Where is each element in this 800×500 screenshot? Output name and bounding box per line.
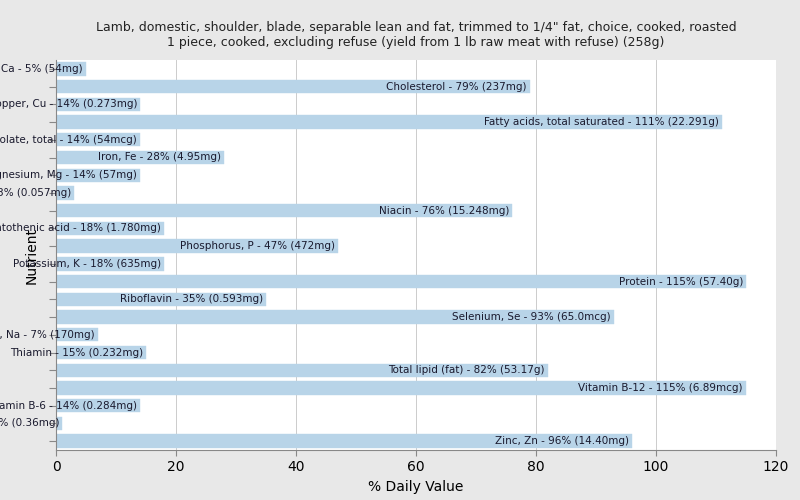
Bar bbox=[56, 168, 140, 182]
Bar bbox=[56, 328, 98, 342]
Text: Total lipid (fat) - 82% (53.17g): Total lipid (fat) - 82% (53.17g) bbox=[389, 365, 545, 375]
Bar bbox=[56, 116, 722, 128]
Bar bbox=[56, 222, 164, 235]
Bar bbox=[56, 151, 224, 164]
Text: Riboflavin - 35% (0.593mg): Riboflavin - 35% (0.593mg) bbox=[120, 294, 263, 304]
Text: Thiamin - 15% (0.232mg): Thiamin - 15% (0.232mg) bbox=[10, 348, 143, 358]
Text: Pantothenic acid - 18% (1.780mg): Pantothenic acid - 18% (1.780mg) bbox=[0, 224, 161, 234]
Bar bbox=[56, 257, 164, 270]
X-axis label: % Daily Value: % Daily Value bbox=[368, 480, 464, 494]
Bar bbox=[56, 346, 146, 359]
Bar bbox=[56, 310, 614, 324]
Bar bbox=[56, 382, 746, 394]
Text: Calcium, Ca - 5% (54mg): Calcium, Ca - 5% (54mg) bbox=[0, 64, 83, 74]
Text: Copper, Cu - 14% (0.273mg): Copper, Cu - 14% (0.273mg) bbox=[0, 100, 137, 110]
Text: Manganese, Mn - 3% (0.057mg): Manganese, Mn - 3% (0.057mg) bbox=[0, 188, 71, 198]
Text: Selenium, Se - 93% (65.0mcg): Selenium, Se - 93% (65.0mcg) bbox=[452, 312, 611, 322]
Bar bbox=[56, 292, 266, 306]
Y-axis label: Nutrient: Nutrient bbox=[25, 226, 38, 283]
Text: Potassium, K - 18% (635mg): Potassium, K - 18% (635mg) bbox=[13, 259, 161, 269]
Bar bbox=[56, 417, 62, 430]
Text: Vitamin B-6 - 14% (0.284mg): Vitamin B-6 - 14% (0.284mg) bbox=[0, 400, 137, 410]
Bar bbox=[56, 62, 86, 76]
Bar bbox=[56, 364, 548, 377]
Bar bbox=[56, 240, 338, 253]
Bar bbox=[56, 434, 632, 448]
Text: Cholesterol - 79% (237mg): Cholesterol - 79% (237mg) bbox=[386, 82, 527, 92]
Bar bbox=[56, 275, 746, 288]
Bar bbox=[56, 133, 140, 146]
Text: Niacin - 76% (15.248mg): Niacin - 76% (15.248mg) bbox=[378, 206, 509, 216]
Bar bbox=[56, 204, 512, 218]
Text: Folate, total - 14% (54mcg): Folate, total - 14% (54mcg) bbox=[0, 135, 137, 145]
Bar bbox=[56, 186, 74, 200]
Text: Phosphorus, P - 47% (472mg): Phosphorus, P - 47% (472mg) bbox=[180, 241, 335, 251]
Text: Magnesium, Mg - 14% (57mg): Magnesium, Mg - 14% (57mg) bbox=[0, 170, 137, 180]
Bar bbox=[56, 80, 530, 93]
Title: Lamb, domestic, shoulder, blade, separable lean and fat, trimmed to 1/4" fat, ch: Lamb, domestic, shoulder, blade, separab… bbox=[96, 21, 736, 49]
Bar bbox=[56, 98, 140, 111]
Text: Vitamin B-12 - 115% (6.89mcg): Vitamin B-12 - 115% (6.89mcg) bbox=[578, 383, 743, 393]
Text: Sodium, Na - 7% (170mg): Sodium, Na - 7% (170mg) bbox=[0, 330, 95, 340]
Text: Fatty acids, total saturated - 111% (22.291g): Fatty acids, total saturated - 111% (22.… bbox=[484, 117, 719, 127]
Bar bbox=[56, 399, 140, 412]
Text: Iron, Fe - 28% (4.95mg): Iron, Fe - 28% (4.95mg) bbox=[98, 152, 221, 162]
Text: Vitamin E (alpha-tocopherol) - 1% (0.36mg): Vitamin E (alpha-tocopherol) - 1% (0.36m… bbox=[0, 418, 59, 428]
Text: Zinc, Zn - 96% (14.40mg): Zinc, Zn - 96% (14.40mg) bbox=[495, 436, 629, 446]
Text: Protein - 115% (57.40g): Protein - 115% (57.40g) bbox=[618, 276, 743, 286]
